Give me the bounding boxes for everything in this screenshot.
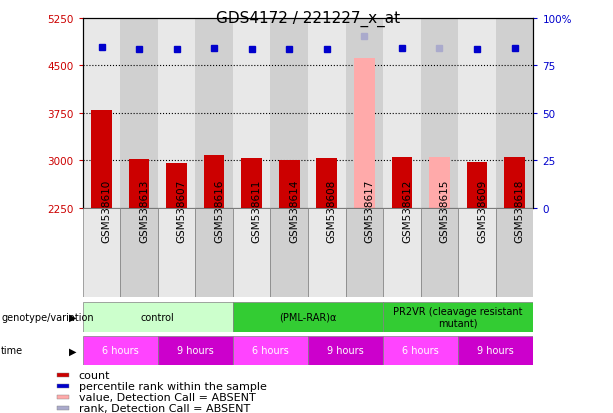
Text: count: count <box>78 370 110 380</box>
Text: 9 hours: 9 hours <box>327 346 364 356</box>
Bar <box>458 19 496 209</box>
Text: genotype/variation: genotype/variation <box>1 312 94 322</box>
Bar <box>270 19 308 209</box>
Text: 6 hours: 6 hours <box>102 346 139 356</box>
Text: GDS4172 / 221227_x_at: GDS4172 / 221227_x_at <box>216 10 400 26</box>
Text: GSM538612: GSM538612 <box>402 180 412 243</box>
Bar <box>158 19 196 209</box>
Bar <box>233 302 383 332</box>
Text: GSM538610: GSM538610 <box>102 180 112 243</box>
Bar <box>458 336 533 365</box>
Text: control: control <box>141 312 175 322</box>
Text: GSM538615: GSM538615 <box>440 180 449 243</box>
Bar <box>279 160 300 209</box>
Text: 9 hours: 9 hours <box>478 346 514 356</box>
Bar <box>57 373 69 377</box>
Text: 6 hours: 6 hours <box>252 346 289 356</box>
Bar <box>270 209 308 297</box>
Text: GSM538616: GSM538616 <box>214 180 224 243</box>
Bar <box>383 209 421 297</box>
Text: ▶: ▶ <box>69 312 77 322</box>
Bar <box>504 158 525 209</box>
Bar <box>57 384 69 388</box>
Bar <box>346 209 383 297</box>
Bar <box>421 209 458 297</box>
Bar <box>316 159 337 209</box>
Text: GSM538611: GSM538611 <box>252 180 262 243</box>
Bar <box>57 406 69 410</box>
Bar <box>233 209 270 297</box>
Bar <box>196 19 233 209</box>
Text: GSM538608: GSM538608 <box>327 180 337 243</box>
Text: rank, Detection Call = ABSENT: rank, Detection Call = ABSENT <box>78 403 250 413</box>
Bar <box>233 19 270 209</box>
Text: GSM538617: GSM538617 <box>364 180 375 243</box>
Bar <box>308 19 346 209</box>
Text: GSM538618: GSM538618 <box>514 180 525 243</box>
Text: (PML-RAR)α: (PML-RAR)α <box>280 312 337 322</box>
Bar <box>496 209 533 297</box>
Bar <box>204 155 224 209</box>
Bar <box>83 336 158 365</box>
Text: 9 hours: 9 hours <box>177 346 214 356</box>
Bar <box>57 395 69 399</box>
Bar <box>308 209 346 297</box>
Text: GSM538609: GSM538609 <box>477 180 487 243</box>
Bar <box>83 19 120 209</box>
Bar <box>383 302 533 332</box>
Text: GSM538613: GSM538613 <box>139 180 149 243</box>
Bar <box>354 59 375 209</box>
Text: ▶: ▶ <box>69 346 77 356</box>
Bar <box>83 209 120 297</box>
Bar <box>129 159 150 209</box>
Text: GSM538614: GSM538614 <box>289 180 299 243</box>
Bar <box>383 19 421 209</box>
Bar <box>308 336 383 365</box>
Text: PR2VR (cleavage resistant
mutant): PR2VR (cleavage resistant mutant) <box>394 306 523 328</box>
Bar <box>120 209 158 297</box>
Bar <box>158 209 196 297</box>
Text: 6 hours: 6 hours <box>402 346 439 356</box>
Bar <box>392 157 412 209</box>
Bar <box>383 336 458 365</box>
Bar <box>346 19 383 209</box>
Bar <box>429 157 450 209</box>
Bar <box>421 19 458 209</box>
Bar <box>242 159 262 209</box>
Text: value, Detection Call = ABSENT: value, Detection Call = ABSENT <box>78 392 256 402</box>
Text: GSM538607: GSM538607 <box>177 180 186 243</box>
Bar <box>83 302 233 332</box>
Bar <box>466 162 487 209</box>
Text: percentile rank within the sample: percentile rank within the sample <box>78 381 267 391</box>
Bar <box>233 336 308 365</box>
Bar <box>196 209 233 297</box>
Bar <box>91 110 112 209</box>
Bar <box>496 19 533 209</box>
Bar <box>166 164 187 209</box>
Text: time: time <box>1 346 23 356</box>
Bar <box>458 209 496 297</box>
Bar <box>158 336 233 365</box>
Bar <box>120 19 158 209</box>
